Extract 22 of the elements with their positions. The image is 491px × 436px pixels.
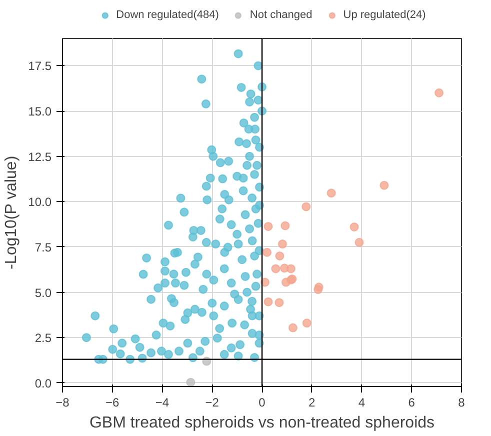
x-tick-label: −4 <box>155 396 170 410</box>
y-tick-label: 12.5 <box>28 150 52 164</box>
y-tick-label: 5.0 <box>34 286 52 300</box>
y-axis-title: -Log10(P value) <box>3 156 20 270</box>
legend-label: Down regulated(484) <box>116 9 219 21</box>
x-tick-label: −6 <box>106 396 120 410</box>
x-tick-label: −8 <box>56 396 70 410</box>
legend-label: Not changed <box>250 9 312 21</box>
x-tick-label: 8 <box>458 396 466 410</box>
legend-label: Up regulated(24) <box>343 9 426 21</box>
x-tick-label: 6 <box>408 396 416 410</box>
y-tick-label: 2.5 <box>34 331 52 346</box>
x-tick-label: −2 <box>205 396 220 410</box>
x-tick-label: 2 <box>308 396 316 410</box>
y-tick-label: 17.5 <box>28 59 52 74</box>
x-tick-label: 4 <box>358 396 366 410</box>
y-tick-label: 0.0 <box>34 376 52 390</box>
y-tick-label: 7.5 <box>34 240 52 254</box>
y-tick-label: 15.0 <box>28 104 52 118</box>
x-axis-title: GBM treated spheroids vs non-treated spheroids <box>89 414 435 432</box>
x-tick-label: 0 <box>258 396 266 410</box>
y-tick-label: 10.0 <box>28 195 52 210</box>
